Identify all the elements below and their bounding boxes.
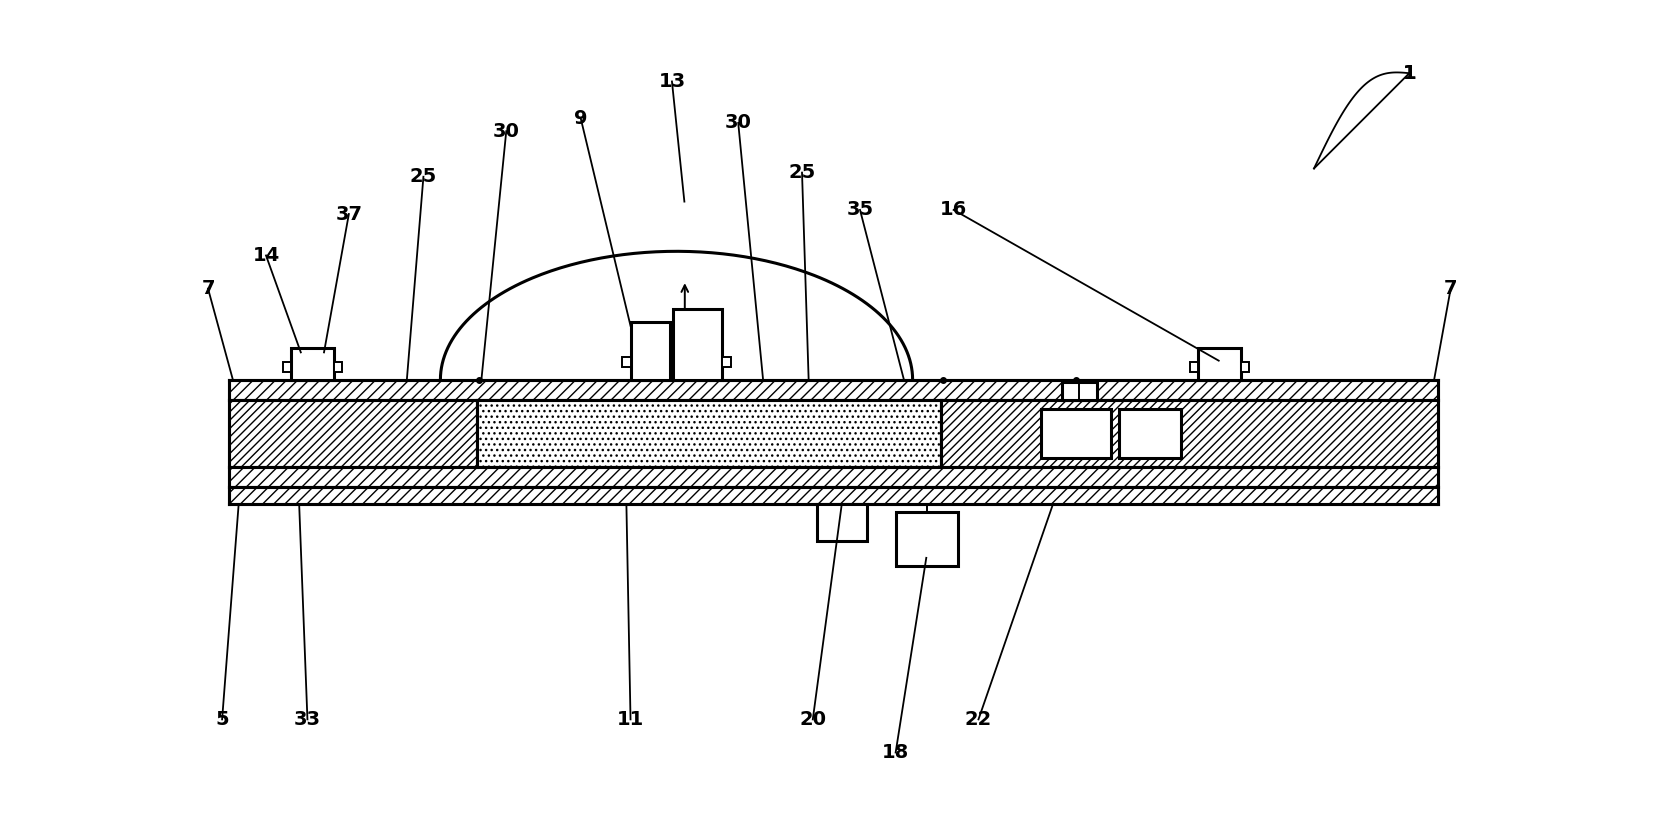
Text: 20: 20: [798, 710, 827, 729]
Bar: [228, 467, 1439, 487]
Text: 11: 11: [617, 710, 643, 729]
Bar: [722, 357, 730, 367]
Bar: [622, 357, 630, 367]
Bar: [1119, 409, 1182, 459]
Bar: [333, 362, 342, 372]
Text: 13: 13: [658, 72, 685, 91]
Bar: [895, 512, 959, 566]
Text: 35: 35: [847, 200, 874, 219]
Text: 7: 7: [202, 279, 215, 298]
Bar: [477, 400, 942, 467]
Bar: [1190, 362, 1199, 372]
Text: 18: 18: [882, 743, 909, 762]
Text: 16: 16: [940, 200, 967, 219]
Text: 30: 30: [725, 113, 752, 133]
Bar: [283, 362, 290, 372]
Bar: [942, 400, 1439, 467]
Text: 7: 7: [1444, 279, 1457, 298]
Text: 37: 37: [335, 204, 362, 224]
Bar: [673, 309, 722, 379]
Text: 33: 33: [293, 710, 322, 729]
Bar: [817, 504, 867, 541]
Text: 1: 1: [1402, 63, 1415, 83]
Text: 5: 5: [215, 710, 228, 729]
Bar: [1242, 362, 1249, 372]
Bar: [630, 322, 670, 379]
Text: 30: 30: [493, 122, 520, 141]
Text: 14: 14: [252, 246, 280, 265]
Text: 25: 25: [410, 168, 437, 186]
Bar: [1062, 382, 1097, 400]
Bar: [1040, 409, 1110, 459]
Text: 22: 22: [965, 710, 992, 729]
Bar: [228, 400, 477, 467]
Text: 1: 1: [1402, 63, 1415, 83]
Text: 25: 25: [788, 163, 815, 182]
Bar: [228, 379, 1439, 400]
Bar: [228, 487, 1439, 504]
Text: 9: 9: [573, 109, 587, 128]
Bar: [1199, 349, 1242, 379]
Bar: [290, 349, 333, 379]
